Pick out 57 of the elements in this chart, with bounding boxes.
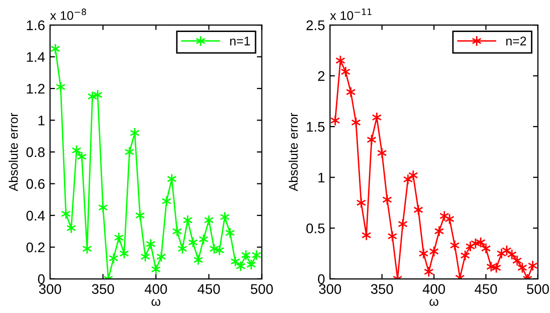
x-tick-label: 450 xyxy=(198,284,220,294)
point xyxy=(220,211,230,223)
y-tick-label: 0.2 xyxy=(26,242,44,252)
x-tick-label: 450 xyxy=(474,284,497,294)
point xyxy=(119,248,130,260)
y-tick-label: 0 xyxy=(318,274,325,284)
point xyxy=(166,173,177,184)
y-tick-label: 1.4 xyxy=(26,52,45,62)
point xyxy=(434,226,444,237)
text: x 10$^{−8}$ xyxy=(50,8,86,20)
legend-label: n=2 xyxy=(506,36,526,46)
point xyxy=(56,81,66,92)
point xyxy=(481,242,491,254)
point xyxy=(236,260,246,272)
x-tick-label: 300 xyxy=(318,284,342,294)
y-tick-label: 0.6 xyxy=(26,179,45,189)
y-axis-title: Absolute error xyxy=(288,112,298,192)
x-tick-label: 400 xyxy=(144,284,167,294)
point xyxy=(460,250,470,262)
x-tick-label: 350 xyxy=(92,284,114,294)
point xyxy=(512,255,522,266)
point xyxy=(346,86,356,98)
x-tick-label: 350 xyxy=(370,284,394,294)
point xyxy=(398,218,408,230)
y-tick-label: 0 xyxy=(38,274,45,284)
y-tick-label: 2 xyxy=(318,71,324,81)
point xyxy=(330,114,340,126)
point xyxy=(204,214,214,226)
x-axis-title: ω xyxy=(430,299,438,306)
y-tick-label: 0.4 xyxy=(26,210,45,221)
point xyxy=(130,127,140,138)
x-tick-label: 500 xyxy=(250,284,273,294)
y-tick-label: 0.5 xyxy=(306,223,325,234)
y-tick-label: 1 xyxy=(318,172,324,182)
legend-label: n=1 xyxy=(230,36,250,46)
point xyxy=(413,204,424,216)
y-tick-label: 1 xyxy=(38,116,45,126)
point xyxy=(246,259,256,270)
point xyxy=(335,55,346,66)
text: x 10$^{−11}$ xyxy=(330,8,372,20)
y-tick-label: 0.8 xyxy=(26,147,45,158)
point xyxy=(241,250,251,261)
y-tick-label: 1.2 xyxy=(26,84,44,94)
x-tick-label: 400 xyxy=(422,284,445,294)
y-tick-label: 1.6 xyxy=(26,20,45,30)
y-axis-title: Absolute error xyxy=(8,112,18,192)
point xyxy=(372,112,382,123)
point xyxy=(66,222,76,234)
x-tick-label: 500 xyxy=(526,284,549,294)
point xyxy=(177,243,188,254)
point xyxy=(507,248,517,260)
point xyxy=(230,256,240,267)
x-axis-title: ω xyxy=(152,299,160,306)
y-tick-label: 1.5 xyxy=(306,122,325,132)
x-tick-label: 300 xyxy=(38,284,62,294)
point xyxy=(146,238,156,250)
y-tick-label: 2.5 xyxy=(306,20,325,30)
